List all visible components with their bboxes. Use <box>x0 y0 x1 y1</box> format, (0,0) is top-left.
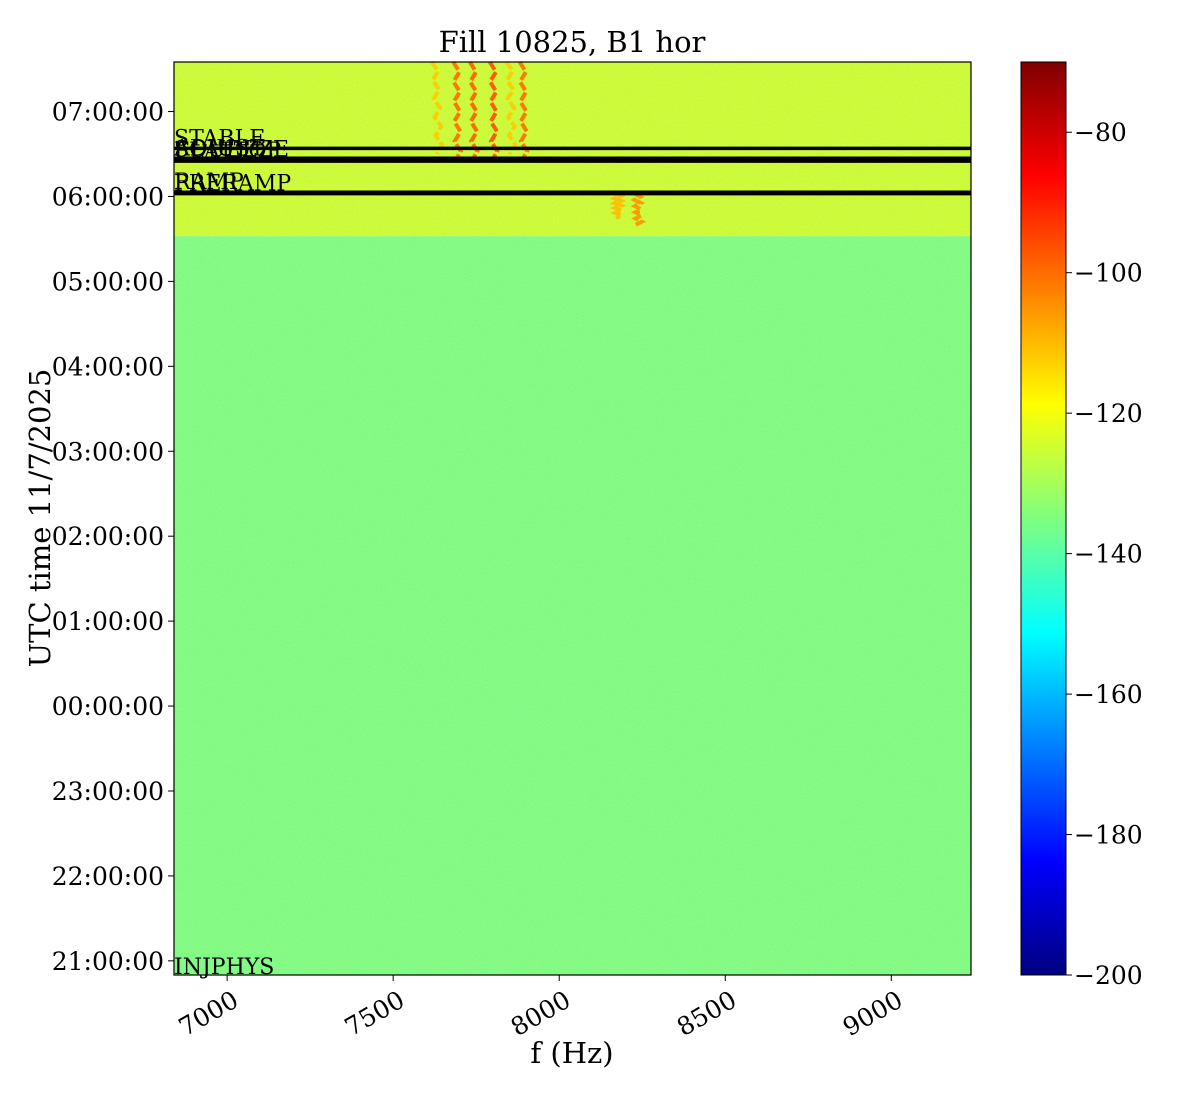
y-tick-label: 00:00:00 <box>52 692 164 721</box>
y-tick-label: 05:00:00 <box>52 267 164 296</box>
x-axis: 7000 7500 8000 8500 9000 <box>174 975 908 1042</box>
spectral-line-5 <box>504 60 518 156</box>
plot-frame <box>173 61 972 976</box>
y-tick-label: 21:00:00 <box>52 947 164 976</box>
colorbar-tick-label: −180 <box>1074 821 1143 850</box>
y-tick-label: 02:00:00 <box>52 522 164 551</box>
y-tick-label: 07:00:00 <box>52 98 164 127</box>
phase-label-flattop: FLATTOP <box>174 139 281 164</box>
y-axis-label: UTC time 11/7/2025 <box>23 369 57 668</box>
colorbar-tick-label: −120 <box>1074 399 1143 428</box>
y-tick-label: 23:00:00 <box>52 777 164 806</box>
colorbar: −80 −100 −120 −140 −160 −180 −200 <box>1020 61 1143 990</box>
colorbar-tick-label: −140 <box>1074 540 1143 569</box>
x-tick-label: 7000 <box>174 985 244 1042</box>
y-tick-label: 06:00:00 <box>52 182 164 211</box>
colorbar-tick-label: −100 <box>1074 259 1143 288</box>
y-tick-label: 22:00:00 <box>52 862 164 891</box>
colorbar-tick-label: −80 <box>1074 118 1127 147</box>
spectral-line-3 <box>517 60 530 163</box>
noise-speckle <box>174 62 971 975</box>
spectral-line-4 <box>430 60 445 156</box>
colorbar-gradient <box>1020 61 1067 976</box>
phase-label-preramp: PRERAMP <box>174 172 291 197</box>
y-tick-label: 04:00:00 <box>52 352 164 381</box>
spectral-line-0 <box>451 60 464 163</box>
spectral-line-6 <box>630 191 647 227</box>
x-tick-label: 8500 <box>672 985 742 1042</box>
y-axis: 21:00:00 22:00:00 23:00:00 00:00:00 01:00:00… <box>52 98 174 976</box>
x-tick-label: 9000 <box>838 985 908 1042</box>
y-tick-label: 03:00:00 <box>52 437 164 466</box>
spectral-line-2 <box>487 60 500 163</box>
phase-label-squeeze: SQUEEZE <box>174 138 289 163</box>
colorbar-tick-label: −160 <box>1074 680 1143 709</box>
phase-label-injphys: INJPHYS <box>174 955 274 980</box>
x-tick-label: 8000 <box>506 985 576 1042</box>
spectral-line-1 <box>467 60 480 163</box>
chart-title: Fill 10825, B1 hor <box>439 25 706 59</box>
phase-label-stable: STABLE <box>174 126 265 151</box>
phase-label-ramp: RAMP <box>174 170 244 195</box>
spectral-line-7 <box>609 191 628 220</box>
y-tick-label: 01:00:00 <box>52 607 164 636</box>
x-axis-label: f (Hz) <box>530 1036 613 1070</box>
phase-label-adjust: ADJUST <box>173 136 265 161</box>
colorbar-tick-label: −200 <box>1074 961 1143 990</box>
x-tick-label: 7500 <box>340 985 410 1042</box>
